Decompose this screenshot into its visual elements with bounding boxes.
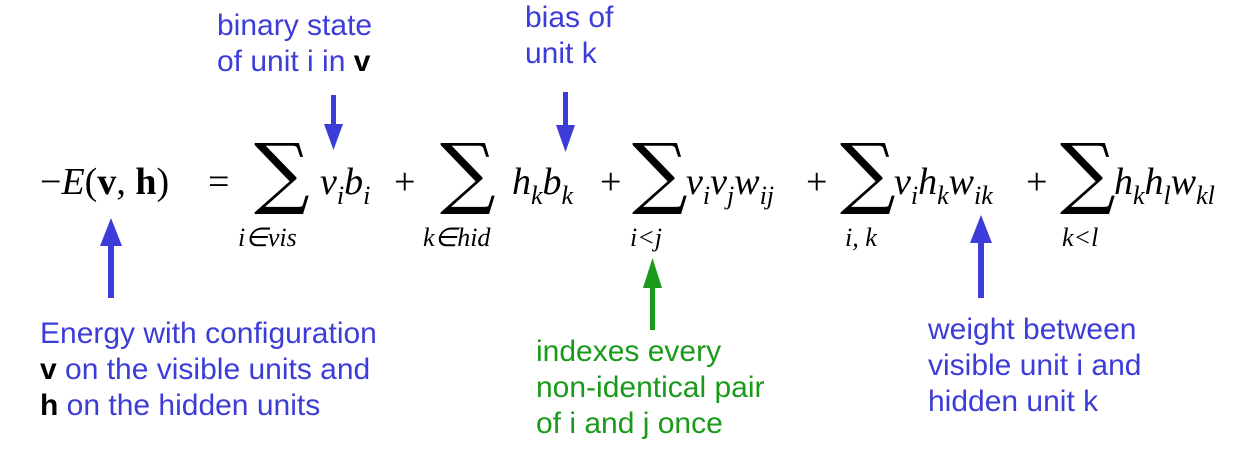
annotation-binary-state-bold-v: v bbox=[353, 45, 371, 78]
term3-w: w bbox=[734, 161, 760, 203]
term1-b-sub: i bbox=[363, 181, 371, 210]
term3-v: v bbox=[686, 161, 703, 203]
term2-product: hkbk bbox=[512, 161, 573, 209]
term4-h: h bbox=[918, 161, 938, 203]
annotation-energy-line1: Energy with configuration bbox=[40, 317, 377, 350]
annotation-energy-line3-text: on the hidden units bbox=[58, 389, 321, 422]
term3-product: vivjwij bbox=[686, 161, 774, 209]
term5-w: w bbox=[1170, 161, 1197, 203]
sum-symbol-1: ∑ bbox=[254, 128, 310, 218]
term3-v2-sub: j bbox=[726, 181, 735, 210]
term5-h2-sub: l bbox=[1163, 181, 1171, 210]
equation-minus: − bbox=[40, 161, 62, 203]
term1-v: v bbox=[320, 161, 337, 203]
sum-symbol-3: ∑ bbox=[632, 128, 688, 218]
equation-args: (v, h) bbox=[84, 161, 170, 203]
term1-product: vibi bbox=[320, 161, 370, 209]
equation-equals: = bbox=[208, 161, 230, 203]
equation-lhs: −E(v, h) bbox=[40, 163, 169, 201]
sum-limit-4: i, k bbox=[845, 223, 877, 252]
annotation-energy-bold-v: v bbox=[40, 353, 57, 386]
arrow-binary-state bbox=[324, 95, 343, 150]
term2-b-sub: k bbox=[561, 181, 574, 210]
annotation-weight-line1: weight between bbox=[928, 313, 1137, 346]
annotation-weight-line3: hidden unit k bbox=[928, 385, 1099, 418]
term5-w-sub: kl bbox=[1196, 181, 1215, 210]
term5-h: h bbox=[1114, 161, 1133, 203]
annotation-indexes-line1: indexes every bbox=[536, 335, 722, 368]
arrow-energy bbox=[100, 218, 122, 298]
annotation-weight-line2: visible unit i and bbox=[928, 349, 1142, 382]
term3-v-sub: i bbox=[702, 181, 711, 210]
annotation-indexes: indexes every non-identical pair of i an… bbox=[536, 334, 764, 442]
term4-product: vihkwik bbox=[894, 161, 993, 209]
plus-2: + bbox=[600, 161, 622, 203]
term2-b: b bbox=[542, 161, 562, 203]
sum-limit-5: k<l bbox=[1062, 223, 1099, 252]
term4-h-sub: k bbox=[937, 181, 949, 210]
term5-h-sub: k bbox=[1133, 181, 1145, 210]
term5-product: hkhlwkl bbox=[1114, 161, 1215, 209]
sum-limit-3: i<j bbox=[630, 223, 662, 252]
annotation-binary-state: binary state of unit i in v bbox=[217, 8, 372, 80]
term5-h2: h bbox=[1144, 161, 1164, 203]
term3-v2: v bbox=[710, 161, 727, 203]
term3-w-sub: ij bbox=[759, 181, 775, 210]
term1-b: b bbox=[344, 161, 364, 203]
term4-w-sub: ik bbox=[974, 181, 993, 210]
arrow-bias bbox=[556, 92, 575, 152]
equation-E: E bbox=[61, 161, 85, 203]
plus-3: + bbox=[806, 161, 828, 203]
term2-h: h bbox=[512, 161, 531, 203]
term4-v: v bbox=[894, 161, 911, 203]
annotation-binary-state-line2-text: of unit i in bbox=[217, 45, 354, 78]
arrow-indexes bbox=[643, 258, 662, 330]
term1-v-sub: i bbox=[336, 181, 345, 210]
annotation-binary-state-line1: binary state bbox=[217, 9, 373, 42]
annotation-energy-line2: v on the visible units and bbox=[40, 352, 377, 388]
sum-symbol-4: ∑ bbox=[840, 128, 896, 218]
annotation-bias: bias of unit k bbox=[525, 0, 613, 72]
sum-symbol-5: ∑ bbox=[1060, 128, 1116, 218]
annotation-indexes-line3: of i and j once bbox=[536, 407, 723, 440]
annotation-weight: weight between visible unit i and hidden… bbox=[928, 312, 1141, 420]
annotation-energy-line3: h on the hidden units bbox=[40, 388, 377, 424]
term4-v-sub: i bbox=[910, 181, 919, 210]
annotation-bias-line2: unit k bbox=[525, 37, 597, 70]
plus-4: + bbox=[1026, 161, 1048, 203]
sum-limit-2: k∈hid bbox=[423, 223, 491, 252]
annotation-energy-line2-text: on the visible units and bbox=[56, 353, 371, 386]
annotation-energy-bold-h: h bbox=[40, 389, 59, 422]
term2-h-sub: k bbox=[531, 181, 543, 210]
sum-limit-1: i∈vis bbox=[238, 223, 297, 252]
sum-symbol-2: ∑ bbox=[440, 128, 496, 218]
annotation-indexes-line2: non-identical pair bbox=[536, 371, 765, 404]
arrow-weight bbox=[970, 215, 992, 298]
annotation-bias-line1: bias of bbox=[525, 1, 614, 34]
annotation-energy: Energy with configuration v on the visib… bbox=[40, 316, 377, 424]
annotation-binary-state-line2: of unit i in v bbox=[217, 44, 372, 80]
term4-w: w bbox=[948, 161, 975, 203]
plus-1: + bbox=[394, 161, 416, 203]
